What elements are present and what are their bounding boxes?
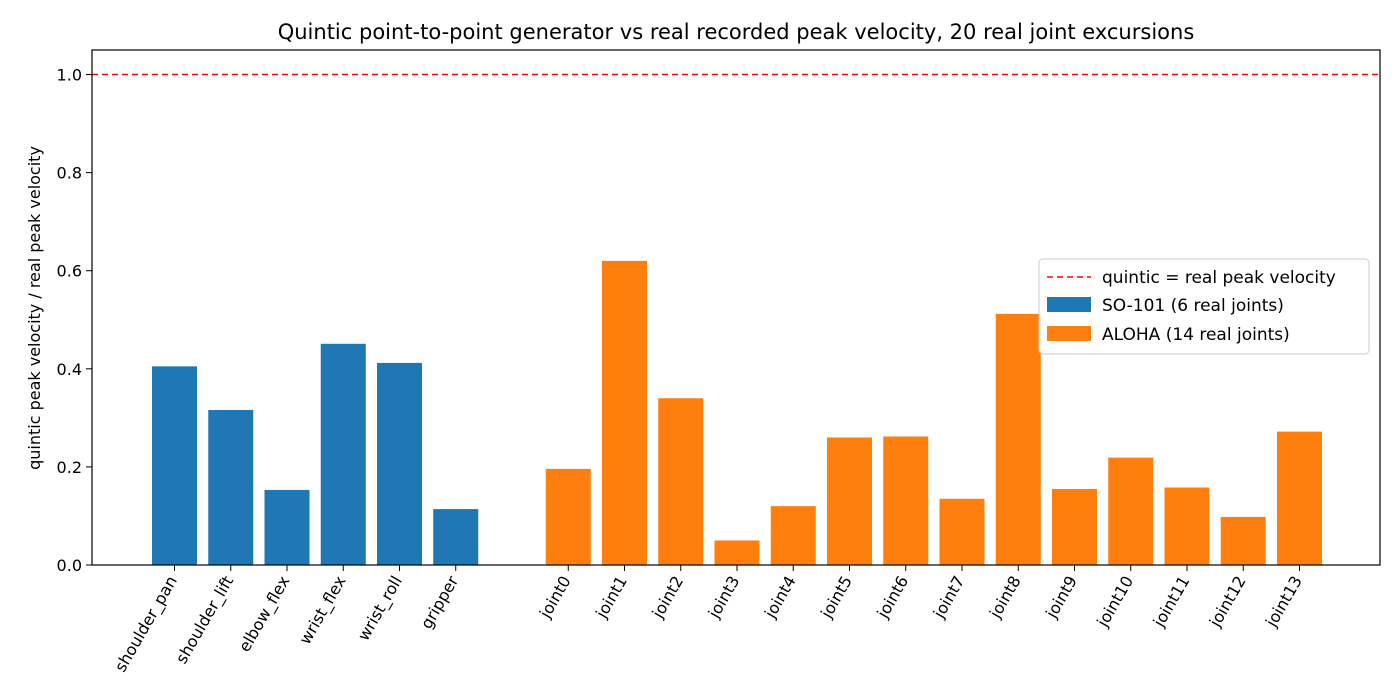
x-tick-label: joint13 [1261,573,1306,631]
x-tick-label: joint8 [985,573,1025,623]
bar-joint0 [545,468,591,565]
bar-joint4 [770,506,816,565]
x-tick-label: joint12 [1205,573,1250,631]
x-tick-label: gripper [417,572,463,632]
bar-joint12 [1220,516,1266,565]
x-tick-label: wrist_flex [295,573,350,649]
y-tick-label: 0.8 [57,164,82,183]
legend-label-reference: quintic = real peak velocity [1102,268,1336,288]
legend-swatch-series-0 [1047,297,1091,312]
bar-joint5 [827,437,872,565]
bar-shoulder_lift [208,410,254,565]
y-tick-label: 1.0 [57,66,82,85]
bar-joint1 [602,260,647,565]
bar-joint2 [658,398,704,565]
legend-label-series-0: SO-101 (6 real joints) [1102,296,1284,316]
plot-area: 0.0 0.2 0.4 0.6 0.8 1.0 shoulder_panshoulder_l… [57,66,1380,676]
bar-joint6 [883,436,929,565]
bar-joint8 [995,313,1041,565]
x-tick-label: joint6 [873,573,913,623]
bar-gripper [433,509,479,565]
x-tick-label: joint10 [1093,573,1138,631]
bar-joint10 [1108,457,1154,565]
bar-joint7 [939,498,985,565]
x-tick-label: joint11 [1149,573,1194,631]
x-tick-label: shoulder_pan [111,573,182,676]
y-axis-label: quintic peak velocity / real peak veloci… [25,146,44,470]
legend-swatch-series-1 [1047,326,1091,341]
x-tick-label: joint2 [648,573,688,623]
bar-wrist_flex [320,343,366,565]
bar-shoulder_pan [152,366,197,565]
y-tick-label: 0.0 [57,556,82,575]
plot-frame [91,49,1381,566]
x-tick-label: wrist_roll [354,573,407,645]
legend-label-series-1: ALOHA (14 real joints) [1102,325,1290,345]
y-tick-label: 0.2 [57,458,82,477]
legend-box [1038,258,1370,355]
bar-joint3 [714,540,760,565]
bar-joint11 [1164,487,1210,565]
x-tick-label: joint5 [816,573,856,623]
x-tick-label: joint4 [760,573,800,623]
x-tick-label: joint3 [704,573,744,623]
y-tick-label: 0.6 [57,262,82,281]
x-tick-label: joint0 [535,573,575,623]
x-tick-label: joint9 [1041,573,1081,623]
bar-joint9 [1052,488,1097,565]
x-tick-label: joint7 [929,573,969,623]
y-tick-label: 0.4 [57,360,82,379]
x-tick-label: shoulder_lift [172,573,238,668]
x-tick-label: elbow_flex [235,573,295,656]
legend: quintic = real peak velocity SO-101 (6 re… [1038,258,1370,355]
chart-title: Quintic point-to-point generator vs real… [278,20,1195,44]
bar-joint13 [1277,431,1322,565]
bar-wrist_roll [377,362,422,565]
bar-elbow_flex [264,489,310,565]
x-tick-label: joint1 [591,573,631,623]
